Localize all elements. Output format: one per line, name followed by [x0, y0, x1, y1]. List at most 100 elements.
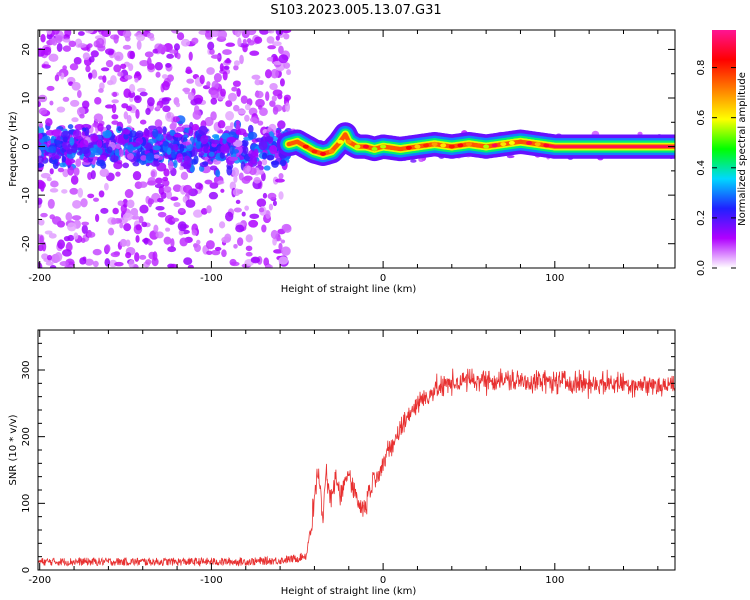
spectral-blob [76, 90, 82, 99]
spectral-blob [129, 50, 136, 60]
spectral-blob [171, 217, 180, 222]
spectral-blob [49, 100, 54, 106]
spectral-blob [62, 65, 67, 71]
spectral-blob [191, 229, 198, 236]
spectral-blob [39, 235, 44, 245]
spectral-blob [249, 50, 260, 56]
spectral-blob [172, 116, 180, 123]
spectral-blob [206, 67, 215, 75]
spectral-blob [241, 211, 246, 217]
spectral-blob [62, 136, 68, 143]
spectral-blob [257, 160, 263, 167]
spectral-blob [96, 139, 103, 148]
spectral-blob [255, 98, 265, 108]
spectral-blob [55, 36, 63, 44]
spectral-blob [251, 74, 261, 80]
ridge-bead [345, 139, 352, 144]
spectral-blob [194, 243, 202, 253]
spectral-blob [249, 117, 258, 123]
spectral-blob [146, 180, 157, 186]
spectral-blob [112, 91, 118, 98]
spectral-blob [99, 82, 105, 90]
spectral-blob [219, 22, 229, 29]
spectral-blob [237, 37, 242, 48]
snr-series-line [38, 368, 675, 567]
spectral-blob [186, 143, 193, 152]
spectral-blob [161, 80, 170, 91]
spectral-blob [133, 95, 142, 104]
spectral-blob [257, 120, 264, 126]
spectral-blob [122, 30, 132, 39]
spectral-blob [38, 133, 43, 140]
spectral-blob [155, 71, 161, 78]
spectral-blob [87, 193, 95, 199]
spectral-blob [79, 139, 89, 150]
spectral-blob [283, 224, 292, 233]
spectral-blob [200, 207, 208, 215]
spectral-blob [284, 102, 291, 112]
spectral-blob [173, 202, 181, 208]
spectral-blob [147, 198, 155, 205]
spectral-blob [86, 231, 96, 238]
spectral-blob [68, 40, 77, 48]
spectral-blob [54, 252, 63, 262]
spectral-blob [149, 230, 159, 240]
spectral-blob [62, 96, 70, 102]
spectral-blob [215, 169, 221, 178]
spectral-blob [161, 97, 172, 102]
spectral-blob [128, 130, 138, 138]
spectral-blob [140, 155, 148, 161]
spectral-blob [156, 105, 161, 110]
spectral-blob [283, 62, 291, 69]
spectral-blob [165, 63, 172, 68]
spectral-blob [138, 181, 148, 188]
spectral-blob [172, 184, 182, 193]
spectral-blob [40, 212, 48, 218]
spectral-blob [279, 159, 287, 167]
spectral-blob [271, 41, 282, 47]
spectral-blob [87, 43, 93, 48]
ridge-bead [328, 149, 335, 154]
spectral-blob [38, 262, 43, 268]
spectral-blob [98, 190, 105, 198]
spectral-blob [77, 187, 84, 198]
spectral-blob [245, 251, 253, 257]
ridge-bead [457, 143, 464, 148]
spectral-blob [120, 63, 127, 70]
spectral-blob [61, 189, 68, 194]
ridge-bead [543, 143, 550, 148]
spectral-blob [169, 263, 178, 268]
spectral-blob [118, 148, 124, 157]
spectral-blob [220, 188, 225, 193]
spectral-blob [269, 144, 278, 155]
spectral-blob [193, 155, 199, 165]
spectral-blob [153, 154, 160, 159]
spectral-blob [198, 125, 208, 136]
spectral-blob [56, 106, 66, 113]
spectral-blob [278, 54, 289, 64]
spectral-blob [41, 64, 51, 69]
spectral-blob [81, 224, 88, 234]
spectral-blob [139, 119, 147, 125]
spectral-blob [256, 198, 267, 208]
spectral-blob [38, 162, 44, 168]
spectral-blob [143, 237, 149, 245]
ridge-bead [431, 142, 438, 147]
spectral-blob [136, 34, 146, 42]
spectral-blob [46, 30, 53, 35]
spectral-blob [254, 90, 264, 99]
spectral-blob [221, 249, 227, 258]
spectral-blob [248, 219, 259, 228]
spectral-blob [40, 172, 51, 179]
spectral-blob [211, 249, 221, 256]
spectral-blob [265, 210, 271, 219]
spectral-blob [205, 240, 215, 250]
spectral-blob [82, 52, 90, 60]
ridge-bead [517, 139, 524, 144]
spectral-blob [65, 241, 73, 252]
spectral-blob [177, 221, 187, 232]
spectral-blob [128, 83, 136, 93]
spectral-blob [209, 165, 218, 171]
spectral-blob [223, 65, 230, 70]
snr-ytick-label: 100 [21, 494, 32, 513]
